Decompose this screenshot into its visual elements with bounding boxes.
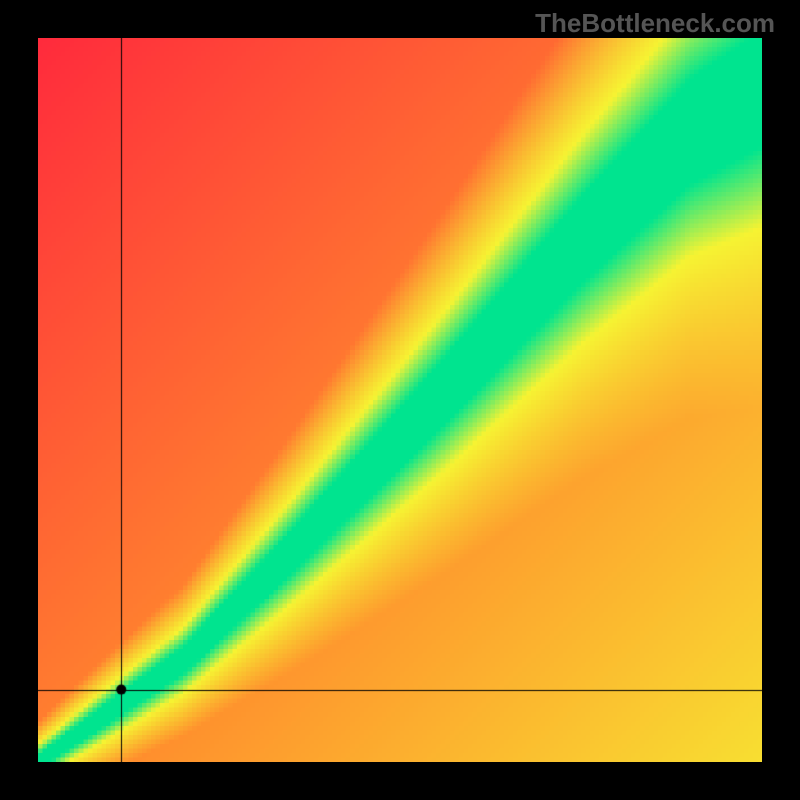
crosshair-overlay <box>38 38 762 762</box>
chart-container: TheBottleneck.com <box>0 0 800 800</box>
watermark-text: TheBottleneck.com <box>535 8 775 39</box>
